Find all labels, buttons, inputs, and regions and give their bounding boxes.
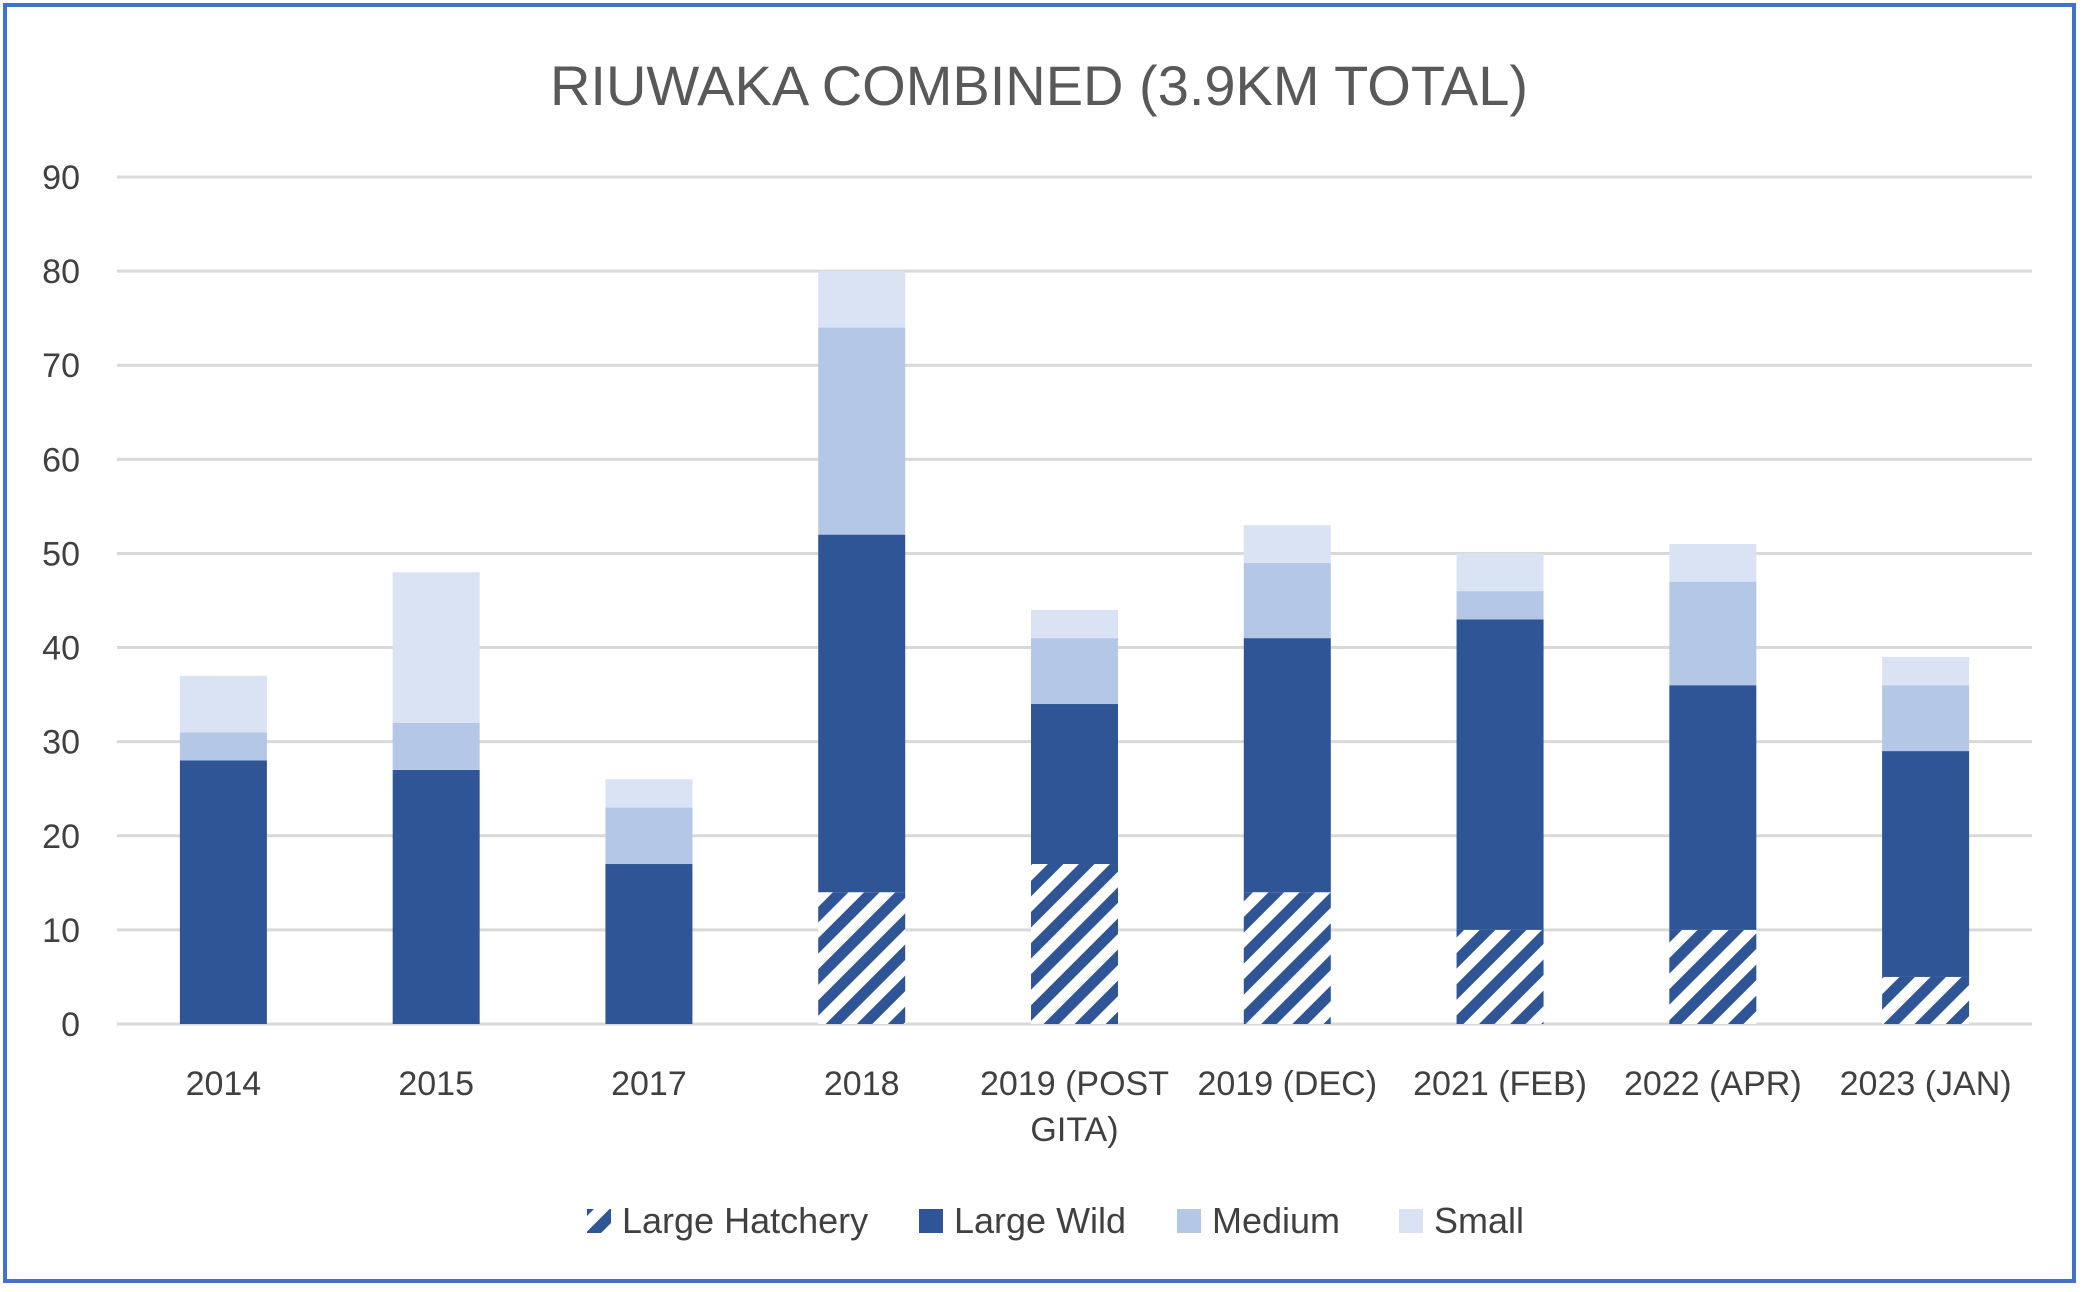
bar-segment-medium: [392, 722, 480, 770]
x-tick-label: 2021 (FEB): [1413, 1065, 1587, 1103]
x-tick-label: 2015: [398, 1065, 474, 1103]
bar-segment-small: [605, 779, 693, 808]
bar-segment-medium: [1882, 685, 1970, 752]
legend-label: Large Wild: [954, 1200, 1126, 1241]
x-tick-label: 2019 (POST GITA): [980, 1065, 1169, 1149]
y-tick-label: 50: [42, 535, 80, 573]
bar-segment-small: [179, 675, 267, 733]
bar-segment-large-hatchery: [1456, 929, 1544, 1024]
bar-segment-medium: [1456, 591, 1544, 620]
bar-segment-large-wild: [179, 760, 267, 1024]
bar-segment-small: [818, 271, 906, 328]
bar-segment-small: [1031, 609, 1118, 639]
x-tick-label: 2023 (JAN): [1840, 1065, 2012, 1103]
y-tick-label: 0: [61, 1006, 80, 1044]
bar-segment-small: [1882, 656, 1970, 686]
legend-label: Small: [1434, 1200, 1524, 1241]
y-tick-label: 70: [42, 347, 80, 385]
x-axis: 2014 2015 2017 2018 2019 (POST GITA) 2019 (DEC…: [186, 1065, 2012, 1149]
chart-title: RIUWAKA COMBINED (3.9KM TOTAL): [550, 54, 1528, 117]
bar-segment-medium: [1031, 638, 1118, 705]
bar-segment-medium: [179, 732, 267, 761]
y-tick-label: 40: [42, 630, 80, 668]
x-tick-label: 2017: [611, 1065, 687, 1103]
bar-segment-small: [1456, 553, 1544, 592]
bar-segment-large-wild: [818, 534, 906, 893]
bar-segment-large-hatchery: [1669, 929, 1757, 1024]
legend-swatch-large-wild: [919, 1209, 943, 1233]
y-axis: 0 10 20 30 40 50 60 70 80 90: [42, 159, 80, 1044]
bar-segment-large-hatchery: [1243, 892, 1331, 1024]
legend-swatch-large-hatchery: [587, 1209, 611, 1233]
stacked-bar-chart: RIUWAKA COMBINED (3.9KM TOTAL) 0 10 20 30 40…: [42, 54, 2032, 1241]
y-tick-label: 30: [42, 724, 80, 762]
bar-segment-medium: [605, 807, 693, 865]
bar-segment-medium: [818, 327, 906, 535]
x-tick-label: 2022 (APR): [1624, 1065, 1802, 1103]
chart-frame: RIUWAKA COMBINED (3.9KM TOTAL) 0 10 20 30 40…: [3, 3, 2076, 1283]
bar-segment-large-wild: [1669, 685, 1757, 930]
bar-segment-large-wild: [392, 769, 480, 1024]
y-tick-label: 90: [42, 159, 80, 197]
y-tick-label: 60: [42, 441, 80, 479]
y-tick-label: 10: [42, 912, 80, 950]
legend: Large Hatchery Large Wild Medium Small: [587, 1200, 1524, 1241]
y-tick-label: 80: [42, 253, 80, 291]
legend-swatch-small: [1399, 1209, 1423, 1233]
x-tick-label: 2019 (DEC): [1198, 1065, 1378, 1103]
bar-segment-large-hatchery: [1031, 864, 1118, 1024]
bars: [179, 271, 1970, 1024]
bar-segment-large-wild: [1882, 751, 1970, 977]
bar-segment-large-wild: [1031, 704, 1118, 865]
legend-label: Large Hatchery: [622, 1200, 868, 1241]
bar-segment-small: [392, 572, 480, 723]
bar-segment-large-hatchery: [818, 892, 906, 1024]
bar-segment-large-wild: [1456, 619, 1544, 930]
y-tick-label: 20: [42, 818, 80, 856]
bar-segment-large-hatchery: [1882, 976, 1970, 1024]
bar-segment-small: [1669, 544, 1757, 582]
bar-segment-medium: [1243, 562, 1331, 639]
legend-swatch-medium: [1177, 1209, 1201, 1233]
legend-label: Medium: [1212, 1200, 1340, 1241]
x-tick-label: 2014: [186, 1065, 262, 1103]
bar-segment-large-wild: [605, 864, 693, 1024]
x-tick-label: 2018: [824, 1065, 900, 1103]
bar-segment-small: [1243, 525, 1331, 563]
bar-segment-medium: [1669, 581, 1757, 686]
bar-segment-large-wild: [1243, 638, 1331, 893]
